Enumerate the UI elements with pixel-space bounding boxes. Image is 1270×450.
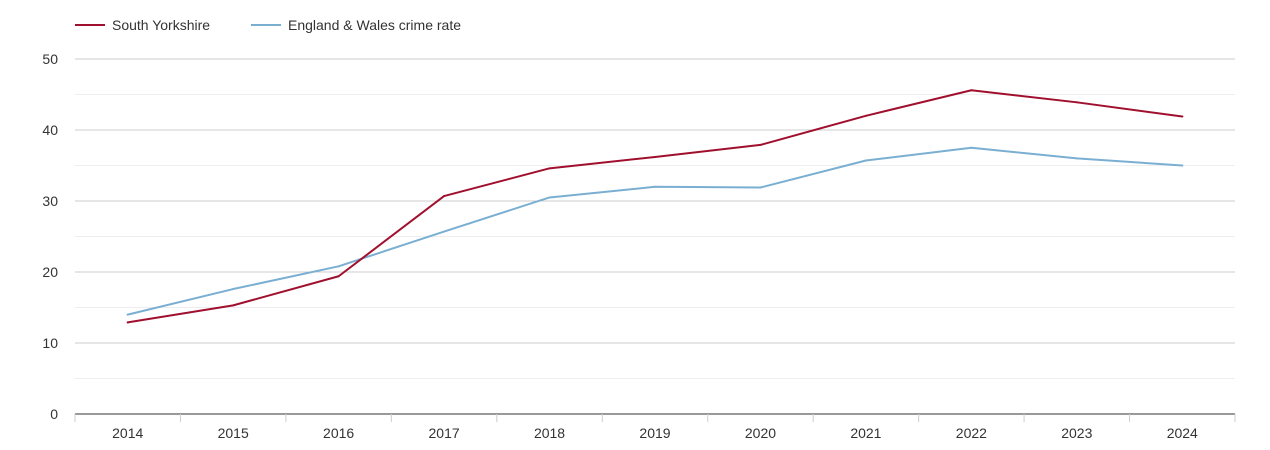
- data-point-south-yorkshire[interactable]: [548, 167, 551, 170]
- legend-label-england-wales: England & Wales crime rate: [288, 17, 461, 33]
- series-line-england-wales-crime-rate[interactable]: [126, 146, 1184, 316]
- x-axis: 2014 2015 2016 2017 2018 2019 2020 2021 2022 2023…: [74, 413, 1236, 441]
- data-point-south-yorkshire[interactable]: [443, 195, 446, 198]
- x-tick-label: 2022: [956, 425, 987, 441]
- data-point-england-wales-crime-rate[interactable]: [1181, 164, 1184, 167]
- data-point-south-yorkshire[interactable]: [232, 304, 235, 307]
- y-tick-label: 0: [50, 406, 58, 422]
- data-point-south-yorkshire[interactable]: [1181, 115, 1184, 118]
- data-point-england-wales-crime-rate[interactable]: [126, 313, 129, 316]
- x-tick-label: 2018: [534, 425, 565, 441]
- data-point-england-wales-crime-rate[interactable]: [759, 186, 762, 189]
- x-tick-label: 2014: [112, 425, 143, 441]
- x-tick-label: 2019: [639, 425, 670, 441]
- legend-item-england-wales[interactable]: England & Wales crime rate: [251, 17, 461, 33]
- legend: South Yorkshire England & Wales crime ra…: [75, 17, 461, 33]
- data-point-south-yorkshire[interactable]: [654, 155, 656, 158]
- data-point-england-wales-crime-rate[interactable]: [443, 230, 446, 233]
- series-lines: [126, 89, 1184, 324]
- data-point-england-wales-crime-rate[interactable]: [232, 288, 235, 291]
- data-point-england-wales-crime-rate[interactable]: [337, 265, 340, 268]
- data-point-south-yorkshire[interactable]: [337, 275, 340, 278]
- x-tick-label: 2017: [429, 425, 460, 441]
- y-tick-label: 20: [42, 264, 58, 280]
- y-tick-label: 40: [42, 122, 58, 138]
- data-point-england-wales-crime-rate[interactable]: [548, 196, 551, 199]
- data-point-south-yorkshire[interactable]: [970, 89, 973, 92]
- x-tick-label: 2016: [323, 425, 354, 441]
- legend-item-south-yorkshire[interactable]: South Yorkshire: [75, 17, 210, 33]
- legend-label-south-yorkshire: South Yorkshire: [112, 17, 210, 33]
- x-tick-label: 2023: [1061, 425, 1092, 441]
- y-axis: 0 10 20 30 40 50: [42, 51, 58, 422]
- data-point-england-wales-crime-rate[interactable]: [654, 185, 656, 188]
- data-point-south-yorkshire[interactable]: [864, 114, 867, 117]
- data-point-south-yorkshire[interactable]: [759, 143, 762, 146]
- x-tick-label: 2020: [745, 425, 776, 441]
- data-point-south-yorkshire[interactable]: [126, 321, 129, 324]
- data-point-south-yorkshire[interactable]: [1075, 101, 1078, 104]
- y-tick-label: 30: [42, 193, 58, 209]
- x-tick-label: 2024: [1167, 425, 1198, 441]
- data-point-england-wales-crime-rate[interactable]: [864, 159, 867, 162]
- y-tick-label: 50: [42, 51, 58, 67]
- y-tick-label: 10: [42, 335, 58, 351]
- series-line-south-yorkshire[interactable]: [126, 89, 1184, 324]
- x-tick-label: 2021: [850, 425, 881, 441]
- gridlines: [75, 58, 1235, 379]
- data-point-england-wales-crime-rate[interactable]: [1075, 157, 1078, 160]
- x-tick-label: 2015: [218, 425, 249, 441]
- data-point-england-wales-crime-rate[interactable]: [970, 146, 973, 149]
